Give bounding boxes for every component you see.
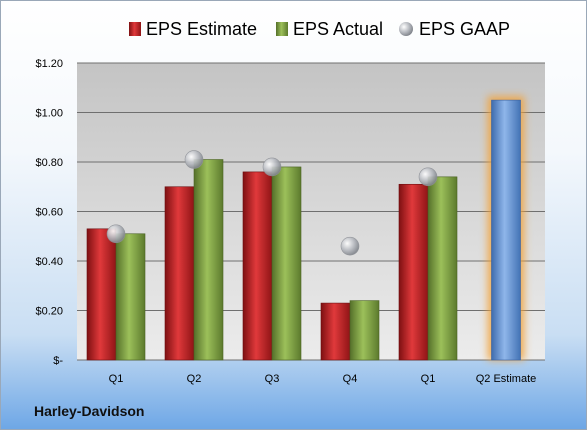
bar-q2-estimate	[491, 99, 521, 361]
y-tick-label: $1.00	[35, 108, 63, 120]
gaap-points	[106, 150, 438, 256]
point-eps-gaap	[184, 150, 204, 169]
x-tick-label: Q2 Estimate	[476, 373, 537, 385]
bar-eps-estimate	[320, 302, 351, 361]
x-axis-ticks: Q1 Q2 Q3 Q4 Q1 Q2 Estimate	[109, 373, 537, 385]
point-eps-gaap	[262, 157, 282, 177]
bar-eps-actual	[193, 159, 224, 361]
point-eps-gaap	[340, 236, 360, 256]
bar-eps-estimate	[164, 186, 195, 361]
y-tick-label: $-	[53, 355, 63, 367]
x-tick-label: Q1	[109, 373, 124, 385]
x-tick-label: Q3	[265, 373, 280, 385]
legend-label-estimate: EPS Estimate	[146, 19, 257, 39]
bar-eps-actual	[115, 233, 146, 361]
bar-eps-actual	[271, 166, 302, 361]
legend-swatch-actual	[276, 22, 288, 36]
bar-eps-actual	[427, 176, 458, 361]
legend: EPS Estimate EPS Actual EPS GAAP	[129, 19, 510, 39]
y-tick-label: $1.20	[35, 58, 63, 70]
legend-swatch-gaap	[399, 22, 413, 36]
y-tick-label: $0.20	[35, 306, 63, 318]
legend-label-gaap: EPS GAAP	[419, 19, 510, 39]
bar-eps-estimate	[242, 171, 273, 361]
point-eps-gaap	[418, 167, 438, 187]
bars	[86, 96, 525, 361]
company-name: Harley-Davidson	[34, 403, 145, 419]
point-eps-gaap	[106, 224, 126, 244]
gridlines	[77, 62, 545, 361]
legend-swatch-estimate	[129, 22, 141, 36]
bar-eps-actual	[349, 300, 380, 361]
y-tick-label: $0.40	[35, 256, 63, 268]
x-tick-label: Q2	[187, 373, 202, 385]
y-axis-ticks: $- $0.20 $0.40 $0.60 $0.80 $1.00 $1.20	[35, 58, 63, 367]
bar-eps-estimate	[398, 183, 429, 361]
legend-label-actual: EPS Actual	[293, 19, 383, 39]
x-tick-label: Q1	[421, 373, 436, 385]
y-tick-label: $0.60	[35, 207, 63, 219]
y-tick-label: $0.80	[35, 157, 63, 169]
bar-eps-estimate	[86, 228, 117, 361]
x-tick-label: Q4	[343, 373, 358, 385]
